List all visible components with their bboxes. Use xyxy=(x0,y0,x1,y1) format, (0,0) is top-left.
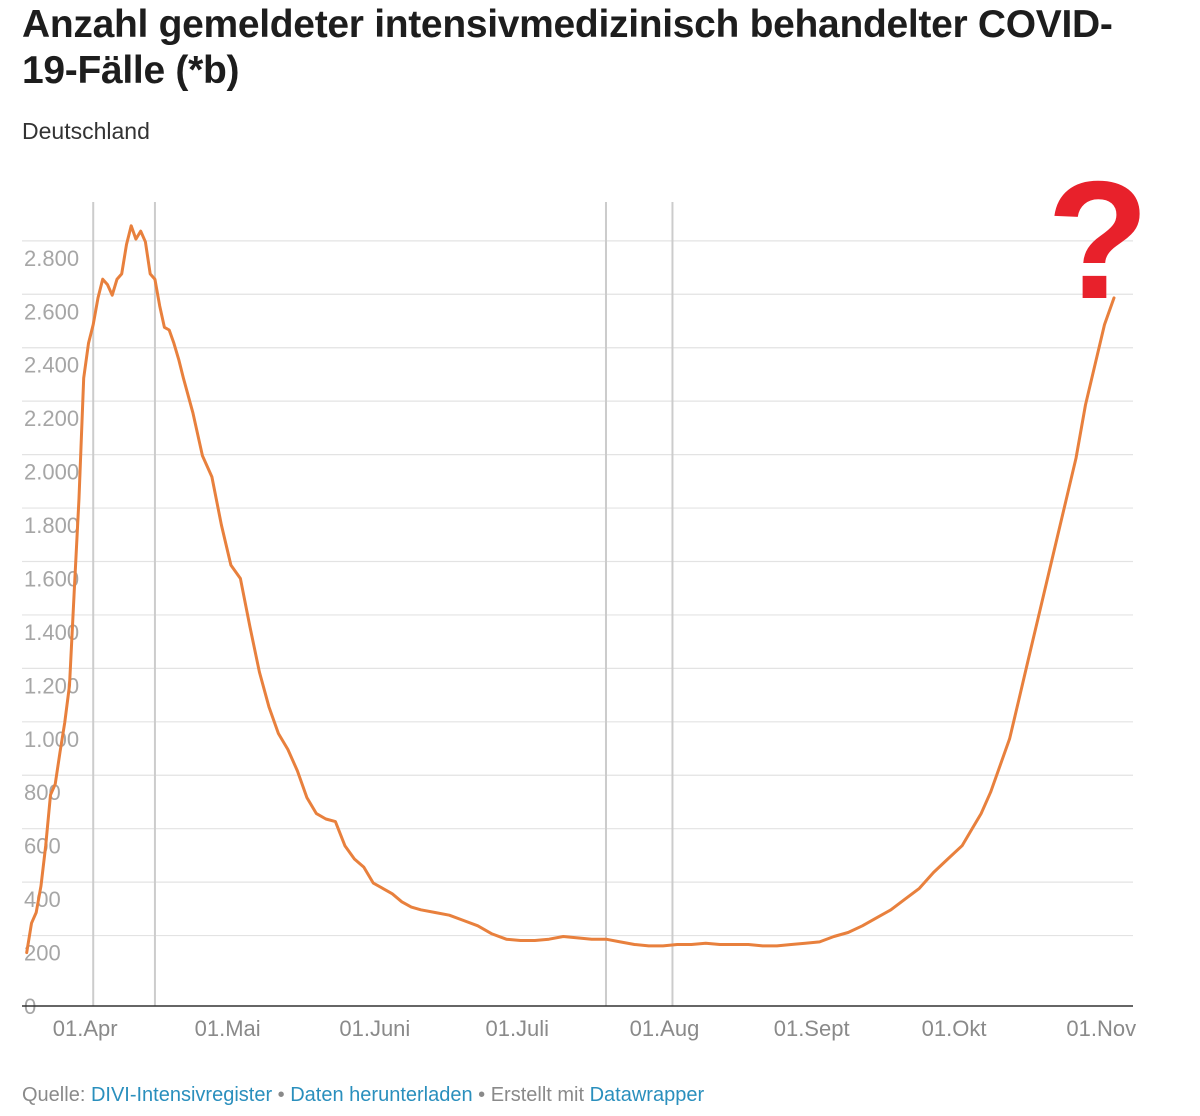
series-group xyxy=(25,224,1116,955)
y-tick-label: 1.800 xyxy=(24,513,79,538)
x-tick-label: 01.Okt xyxy=(922,1016,987,1041)
created-with-text: • Erstellt mit xyxy=(472,1084,590,1106)
gridlines xyxy=(22,240,1133,937)
y-tick-label: 200 xyxy=(24,941,61,966)
y-tick-label: 2.800 xyxy=(24,246,79,271)
source-separator: • xyxy=(272,1084,291,1106)
series-line xyxy=(25,224,1116,955)
download-data-link[interactable]: Daten herunterladen xyxy=(290,1084,473,1106)
y-tick-label: 400 xyxy=(24,887,61,912)
y-axis-ticks: 02004006008001.0001.2001.4001.6001.8002.… xyxy=(24,246,79,1019)
x-axis-ticks: 01.Apr 01.Mai 01.Juni 01.Juli 01.Aug 01.Sept 0… xyxy=(53,1016,1136,1041)
datawrapper-link[interactable]: Datawrapper xyxy=(589,1084,705,1106)
y-tick-label: 1.000 xyxy=(24,727,79,752)
x-tick-label: 01.Nov xyxy=(1066,1016,1136,1041)
x-tick-label: 01.Aug xyxy=(630,1016,700,1041)
chart-subtitle: Deutschland xyxy=(22,118,150,144)
x-tick-label: 01.Juli xyxy=(485,1016,549,1041)
chart-title: Anzahl gemeldeter intensivmedizinisch be… xyxy=(22,3,1113,92)
source-line: Quelle: DIVI-Intensivregister • Daten he… xyxy=(22,1084,704,1107)
x-tick-label: 01.Sept xyxy=(774,1016,850,1041)
y-tick-label: 2.200 xyxy=(24,406,79,431)
vertical-reference-lines xyxy=(92,202,674,1006)
question-mark-annotation: ? xyxy=(1047,160,1150,334)
source-prefix: Quelle: xyxy=(22,1084,91,1106)
y-tick-label: 2.400 xyxy=(24,353,79,378)
x-tick-label: 01.Mai xyxy=(195,1016,261,1041)
source-register-link[interactable]: DIVI-Intensivregister xyxy=(90,1084,273,1106)
y-tick-label: 600 xyxy=(24,834,61,859)
y-tick-label: 2.000 xyxy=(24,460,79,485)
x-tick-label: 01.Apr xyxy=(53,1016,118,1041)
y-tick-label: 1.600 xyxy=(24,566,79,591)
y-tick-label: 1.400 xyxy=(24,620,79,645)
x-tick-label: 01.Juni xyxy=(339,1016,410,1041)
line-chart: 02004006008001.0001.2001.4001.6001.8002.… xyxy=(22,160,1150,1041)
y-tick-label: 2.600 xyxy=(24,299,79,324)
